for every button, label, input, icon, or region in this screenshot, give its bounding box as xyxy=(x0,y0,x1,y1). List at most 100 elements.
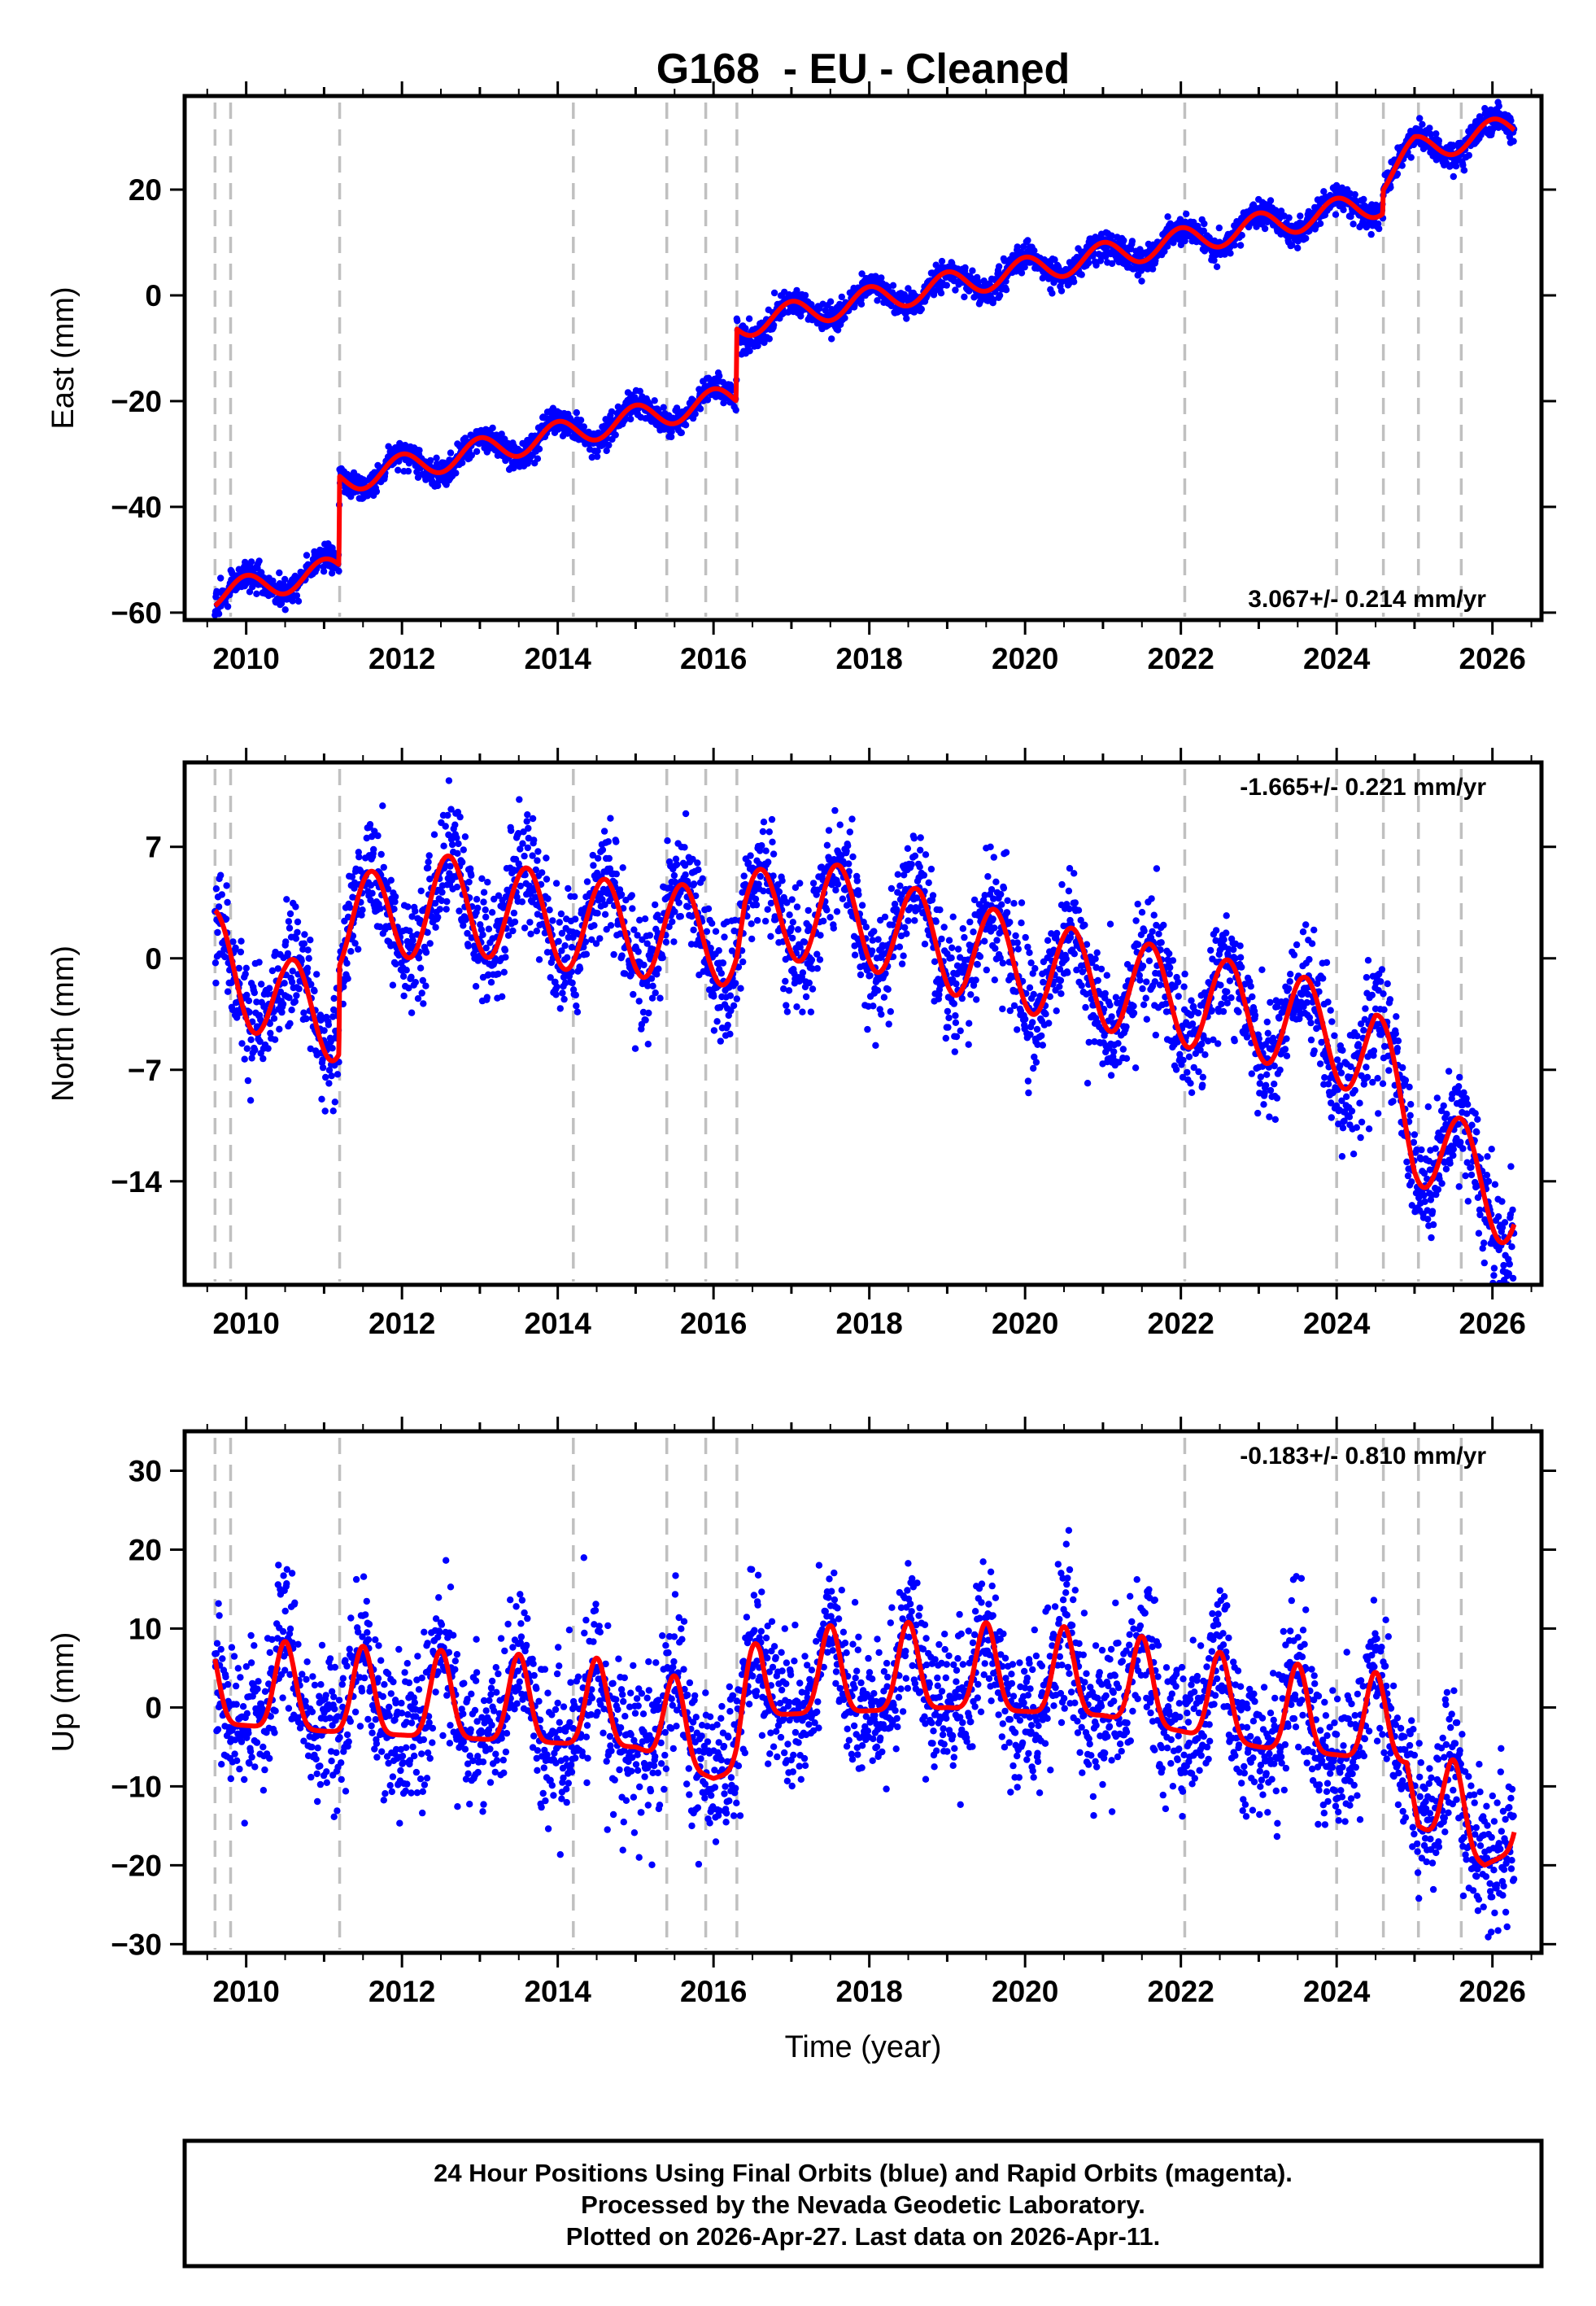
data-point xyxy=(765,858,772,866)
data-point xyxy=(295,985,303,993)
data-point xyxy=(303,964,312,972)
data-point xyxy=(399,972,408,980)
data-point xyxy=(967,991,975,998)
data-point xyxy=(896,882,904,889)
data-point xyxy=(846,828,854,836)
data-point xyxy=(498,430,505,438)
data-point xyxy=(1465,151,1473,159)
data-point xyxy=(400,992,408,1000)
data-point xyxy=(966,1020,973,1027)
data-point xyxy=(502,954,509,961)
data-point xyxy=(436,906,443,913)
data-point xyxy=(651,397,658,404)
y-tick-label: −40 xyxy=(111,491,162,524)
data-point xyxy=(759,828,767,836)
data-point xyxy=(454,849,461,858)
data-point xyxy=(300,940,308,947)
data-point xyxy=(238,1040,246,1047)
data-point xyxy=(599,846,607,854)
data-point xyxy=(896,943,904,950)
data-point xyxy=(1085,260,1092,267)
data-point xyxy=(223,882,230,889)
data-point xyxy=(862,924,870,931)
data-point xyxy=(969,267,976,274)
data-point xyxy=(976,953,984,960)
y-tick-label: −60 xyxy=(111,596,162,630)
data-point xyxy=(243,1045,251,1052)
data-point xyxy=(1002,286,1010,294)
data-point xyxy=(813,965,821,972)
data-point xyxy=(659,954,666,962)
data-point xyxy=(313,971,321,978)
data-point xyxy=(849,853,857,861)
data-point xyxy=(438,889,446,896)
data-point xyxy=(745,315,753,322)
data-point xyxy=(762,847,770,854)
data-point xyxy=(805,906,812,915)
data-point xyxy=(1227,250,1234,257)
x-tick-label: 2020 xyxy=(992,642,1058,675)
data-point xyxy=(1071,278,1078,286)
y-tick-label: −20 xyxy=(111,385,162,418)
data-point xyxy=(801,291,809,299)
data-point xyxy=(613,870,620,878)
data-point xyxy=(343,959,351,967)
data-point xyxy=(319,1063,327,1072)
data-point xyxy=(246,1097,255,1104)
data-point xyxy=(468,871,475,880)
data-point xyxy=(373,487,381,496)
data-point xyxy=(936,906,944,914)
data-point xyxy=(817,932,824,939)
data-point xyxy=(917,846,924,854)
data-point xyxy=(1460,167,1468,174)
data-point xyxy=(389,981,397,989)
data-point xyxy=(991,924,998,932)
data-point xyxy=(266,985,273,992)
y-axis-label: East (mm) xyxy=(46,286,81,429)
data-point xyxy=(605,854,613,863)
data-point xyxy=(917,834,924,841)
data-point xyxy=(404,903,412,911)
data-point xyxy=(627,415,634,423)
data-point xyxy=(752,901,761,909)
data-point xyxy=(215,610,223,618)
data-point xyxy=(1297,212,1304,220)
data-point xyxy=(1367,230,1375,238)
data-point xyxy=(270,1015,278,1022)
data-point xyxy=(284,950,292,958)
data-point xyxy=(612,431,619,439)
data-point xyxy=(600,828,608,835)
data-point xyxy=(721,933,728,941)
data-point xyxy=(286,924,294,932)
data-point xyxy=(957,1027,964,1035)
data-point xyxy=(238,937,245,945)
data-point xyxy=(931,958,939,966)
data-point xyxy=(242,970,249,978)
data-point xyxy=(940,924,948,931)
data-points xyxy=(211,98,1518,619)
data-point xyxy=(839,895,847,902)
data-point xyxy=(669,918,676,926)
data-point xyxy=(535,445,543,452)
y-tick-label: 20 xyxy=(129,173,162,207)
data-point xyxy=(500,968,508,976)
data-point xyxy=(468,452,475,459)
data-point xyxy=(864,1025,871,1033)
data-point xyxy=(218,891,225,898)
data-point xyxy=(395,466,402,474)
data-point xyxy=(484,879,491,886)
data-point xyxy=(294,597,303,605)
data-point xyxy=(483,994,491,1001)
data-point xyxy=(524,811,531,819)
data-point xyxy=(285,918,293,925)
data-point xyxy=(564,954,571,962)
data-point xyxy=(480,898,487,906)
data-point xyxy=(870,1002,877,1010)
data-point xyxy=(1419,120,1426,128)
data-point xyxy=(355,854,363,861)
data-point xyxy=(526,919,534,926)
data-point xyxy=(642,1016,649,1024)
data-point xyxy=(1407,154,1415,161)
chart-title: G168 - EU - Cleaned xyxy=(656,46,1071,93)
data-point xyxy=(516,796,523,803)
